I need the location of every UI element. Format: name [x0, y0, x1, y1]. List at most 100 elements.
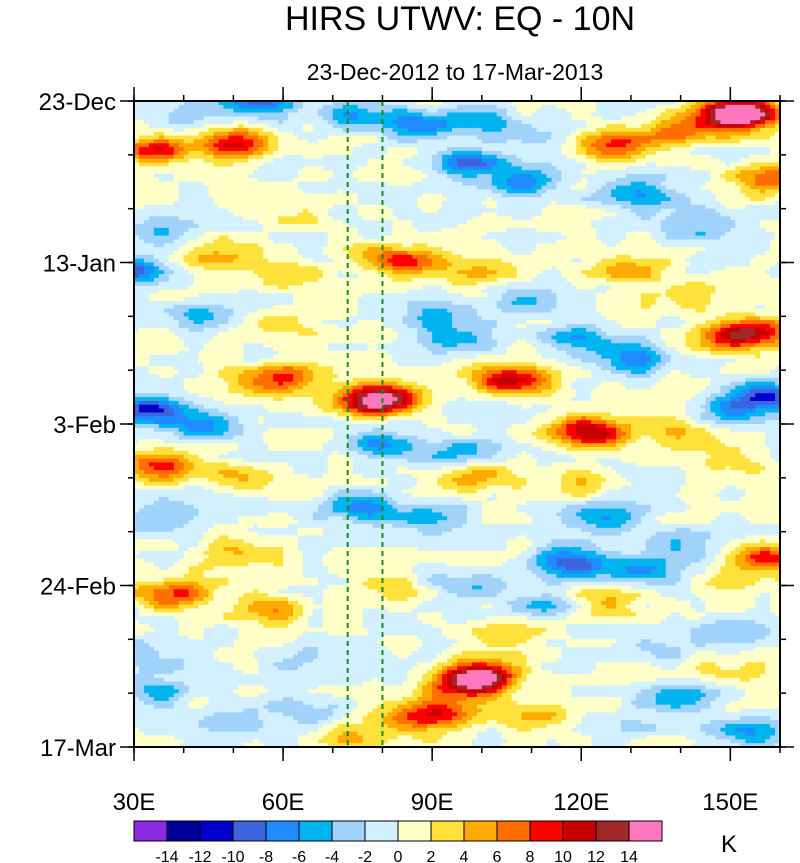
- contour-cell: [169, 159, 175, 163]
- contour-cell: [422, 113, 428, 117]
- contour-cell: [765, 178, 771, 182]
- contour-cell: [174, 151, 180, 155]
- contour-cell: [417, 159, 423, 163]
- contour-cell: [457, 163, 463, 167]
- contour-cell: [581, 143, 587, 147]
- contour-cell: [298, 120, 304, 124]
- contour-cell: [298, 201, 304, 205]
- contour-cell: [209, 113, 215, 117]
- contour-cell: [313, 105, 319, 109]
- contour-cell: [298, 128, 304, 132]
- contour-cell: [253, 109, 259, 113]
- contour-cell: [333, 136, 339, 140]
- contour-cell: [715, 182, 721, 186]
- contour-cell: [243, 151, 249, 155]
- contour-cell: [611, 189, 617, 193]
- contour-cell: [273, 136, 279, 140]
- contour-cell: [144, 132, 150, 136]
- contour-cell: [233, 163, 239, 167]
- contour-cell: [646, 132, 652, 136]
- contour-cell: [432, 120, 438, 124]
- contour-cell: [487, 105, 493, 109]
- contour-cell: [397, 147, 403, 151]
- contour-cell: [184, 136, 190, 140]
- contour-cell: [447, 178, 453, 182]
- contour-cell: [661, 147, 667, 151]
- contour-cell: [646, 159, 652, 163]
- contour-cell: [611, 182, 617, 186]
- contour-cell: [149, 174, 155, 178]
- contour-cell: [218, 155, 224, 159]
- contour-cell: [228, 139, 234, 143]
- contour-cell: [228, 109, 234, 113]
- contour-cell: [144, 116, 150, 120]
- contour-cell: [725, 193, 731, 197]
- contour-cell: [700, 139, 706, 143]
- contour-cell: [551, 151, 557, 155]
- contour-cell: [611, 128, 617, 132]
- contour-cell: [765, 139, 771, 143]
- contour-cell: [705, 136, 711, 140]
- contour-cell: [546, 166, 552, 170]
- contour-cell: [318, 166, 324, 170]
- contour-cell: [194, 113, 200, 117]
- contour-cell: [681, 174, 687, 178]
- contour-cell: [149, 109, 155, 113]
- contour-cell: [422, 159, 428, 163]
- contour-cell: [616, 128, 622, 132]
- contour-cell: [626, 186, 632, 190]
- contour-cell: [233, 128, 239, 132]
- contour-cell: [522, 189, 528, 193]
- contour-cell: [631, 132, 637, 136]
- contour-cell: [532, 105, 538, 109]
- contour-cell: [392, 136, 398, 140]
- contour-cell: [373, 159, 379, 163]
- contour-cell: [368, 124, 374, 128]
- contour-cell: [402, 113, 408, 117]
- contour-cell: [571, 113, 577, 117]
- contour-cell: [218, 174, 224, 178]
- contour-cell: [537, 132, 543, 136]
- contour-cell: [571, 174, 577, 178]
- contour-cell: [353, 163, 359, 167]
- contour-cell: [522, 201, 528, 205]
- contour-cell: [661, 186, 667, 190]
- contour-cell: [323, 139, 329, 143]
- contour-cell: [278, 182, 284, 186]
- contour-cell: [546, 193, 552, 197]
- contour-cell: [338, 201, 344, 205]
- contour-cell: [755, 109, 761, 113]
- contour-cell: [328, 113, 334, 117]
- contour-cell: [502, 147, 508, 151]
- contour-cell: [472, 174, 478, 178]
- contour-cell: [551, 193, 557, 197]
- contour-cell: [705, 189, 711, 193]
- contour-cell: [159, 139, 165, 143]
- contour-cell: [636, 186, 642, 190]
- contour-cell: [492, 174, 498, 178]
- contour-cell: [358, 197, 364, 201]
- contour-cell: [209, 189, 215, 193]
- contour-cell: [492, 136, 498, 140]
- contour-cell: [760, 166, 766, 170]
- contour-cell: [303, 116, 309, 120]
- contour-cell: [745, 178, 751, 182]
- contour-cell: [402, 120, 408, 124]
- contour-cell: [730, 109, 736, 113]
- contour-cell: [298, 159, 304, 163]
- contour-cell: [169, 151, 175, 155]
- contour-cell: [442, 174, 448, 178]
- contour-cell: [437, 163, 443, 167]
- contour-cell: [651, 166, 657, 170]
- contour-cell: [472, 186, 478, 190]
- contour-cell: [308, 178, 314, 182]
- contour-cell: [432, 155, 438, 159]
- contour-cell: [487, 166, 493, 170]
- contour-cell: [164, 159, 170, 163]
- contour-cell: [730, 174, 736, 178]
- contour-cell: [353, 178, 359, 182]
- contour-cell: [710, 116, 716, 120]
- contour-cell: [164, 116, 170, 120]
- contour-cell: [204, 116, 210, 120]
- contour-cell: [740, 197, 746, 201]
